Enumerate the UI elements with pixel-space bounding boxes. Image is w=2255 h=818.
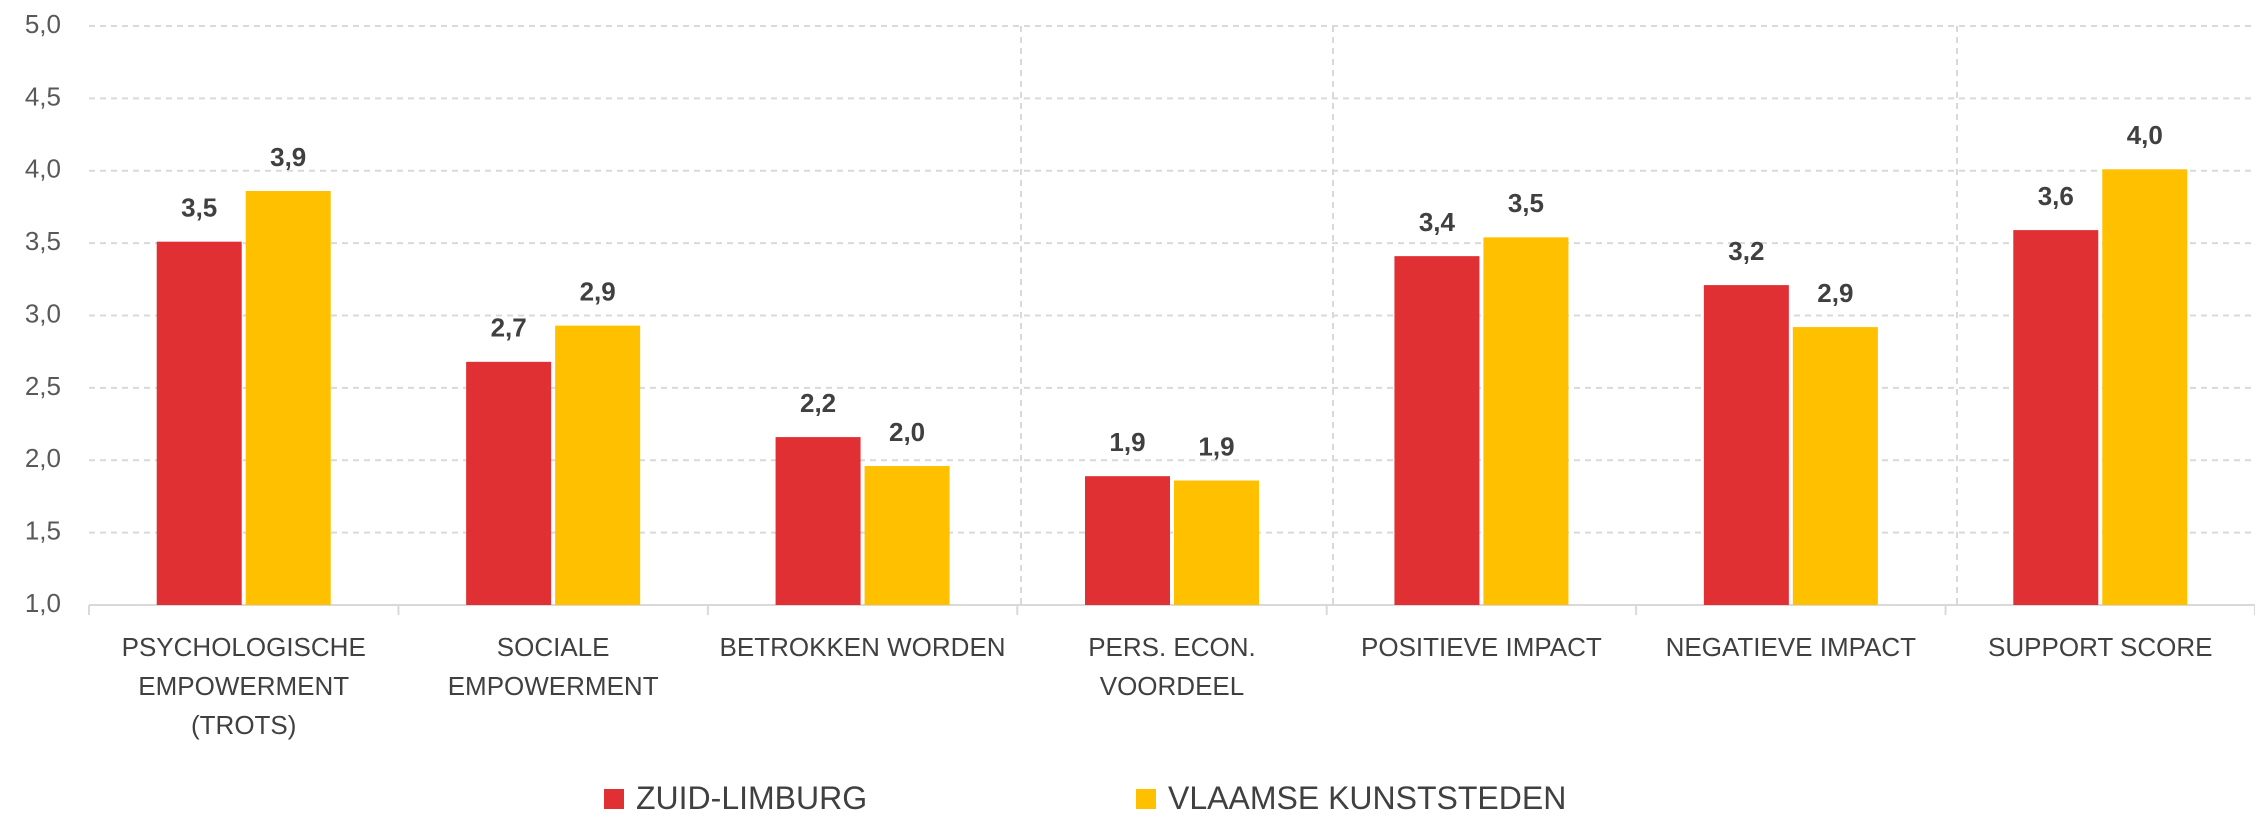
bar	[1174, 480, 1259, 605]
data-label: 3,6	[2038, 181, 2074, 211]
data-label: 3,5	[181, 193, 217, 223]
data-label: 3,5	[1508, 188, 1544, 218]
bar	[156, 241, 242, 606]
bar	[1792, 327, 1878, 605]
x-tick-label: PSYCHOLOGISCHE EMPOWERMENT (TROTS)	[121, 632, 366, 740]
bar	[2102, 169, 2188, 606]
data-label: 2,0	[889, 417, 925, 447]
bar	[466, 361, 552, 605]
data-label: 1,9	[1109, 427, 1145, 457]
x-tick-label: NEGATIEVE IMPACT	[1665, 632, 1917, 662]
legend-label: VLAAMSE KUNSTSTEDEN	[1168, 780, 1567, 816]
data-label: 2,9	[1817, 278, 1853, 308]
bar	[1085, 476, 1170, 605]
data-label: 3,2	[1728, 236, 1764, 266]
x-tick-label: PERS. ECON. VOORDEEL	[1088, 632, 1256, 701]
y-tick-label: 4,0	[25, 154, 61, 184]
data-label: 3,9	[270, 142, 306, 172]
legend-item: ZUID-LIMBURG	[604, 780, 867, 817]
bar	[1483, 237, 1569, 605]
data-label: 2,2	[800, 388, 836, 418]
bar	[555, 325, 641, 605]
y-tick-label: 1,5	[25, 516, 61, 546]
bar	[1703, 285, 1789, 605]
data-label: 4,0	[2127, 120, 2163, 150]
y-tick-label: 3,0	[25, 298, 61, 328]
y-tick-label: 1,0	[25, 588, 61, 618]
bar	[864, 466, 950, 605]
data-label: 2,7	[491, 313, 527, 343]
y-tick-label: 4,5	[25, 81, 61, 111]
bar	[1394, 256, 1480, 605]
y-tick-label: 3,5	[25, 226, 61, 256]
y-tick-label: 2,0	[25, 443, 61, 473]
data-label: 3,4	[1419, 207, 1456, 237]
y-tick-label: 5,0	[25, 9, 61, 39]
x-tick-label: SOCIALE EMPOWERMENT	[447, 632, 659, 701]
data-label: 2,9	[580, 277, 616, 307]
x-tick-label: BETROKKEN WORDEN	[719, 632, 1006, 662]
legend-swatch	[1136, 788, 1156, 809]
y-tick-label: 2,5	[25, 371, 61, 401]
bar	[2013, 230, 2099, 605]
legend-item: VLAAMSE KUNSTSTEDEN	[1136, 780, 1566, 817]
x-tick-label: SUPPORT SCORE	[1988, 632, 2213, 662]
x-tick-label: POSITIEVE IMPACT	[1361, 632, 1602, 662]
data-label: 1,9	[1198, 431, 1234, 461]
legend-label: ZUID-LIMBURG	[636, 780, 868, 816]
bar	[775, 437, 861, 605]
bar	[245, 191, 331, 605]
legend-swatch	[604, 788, 624, 809]
